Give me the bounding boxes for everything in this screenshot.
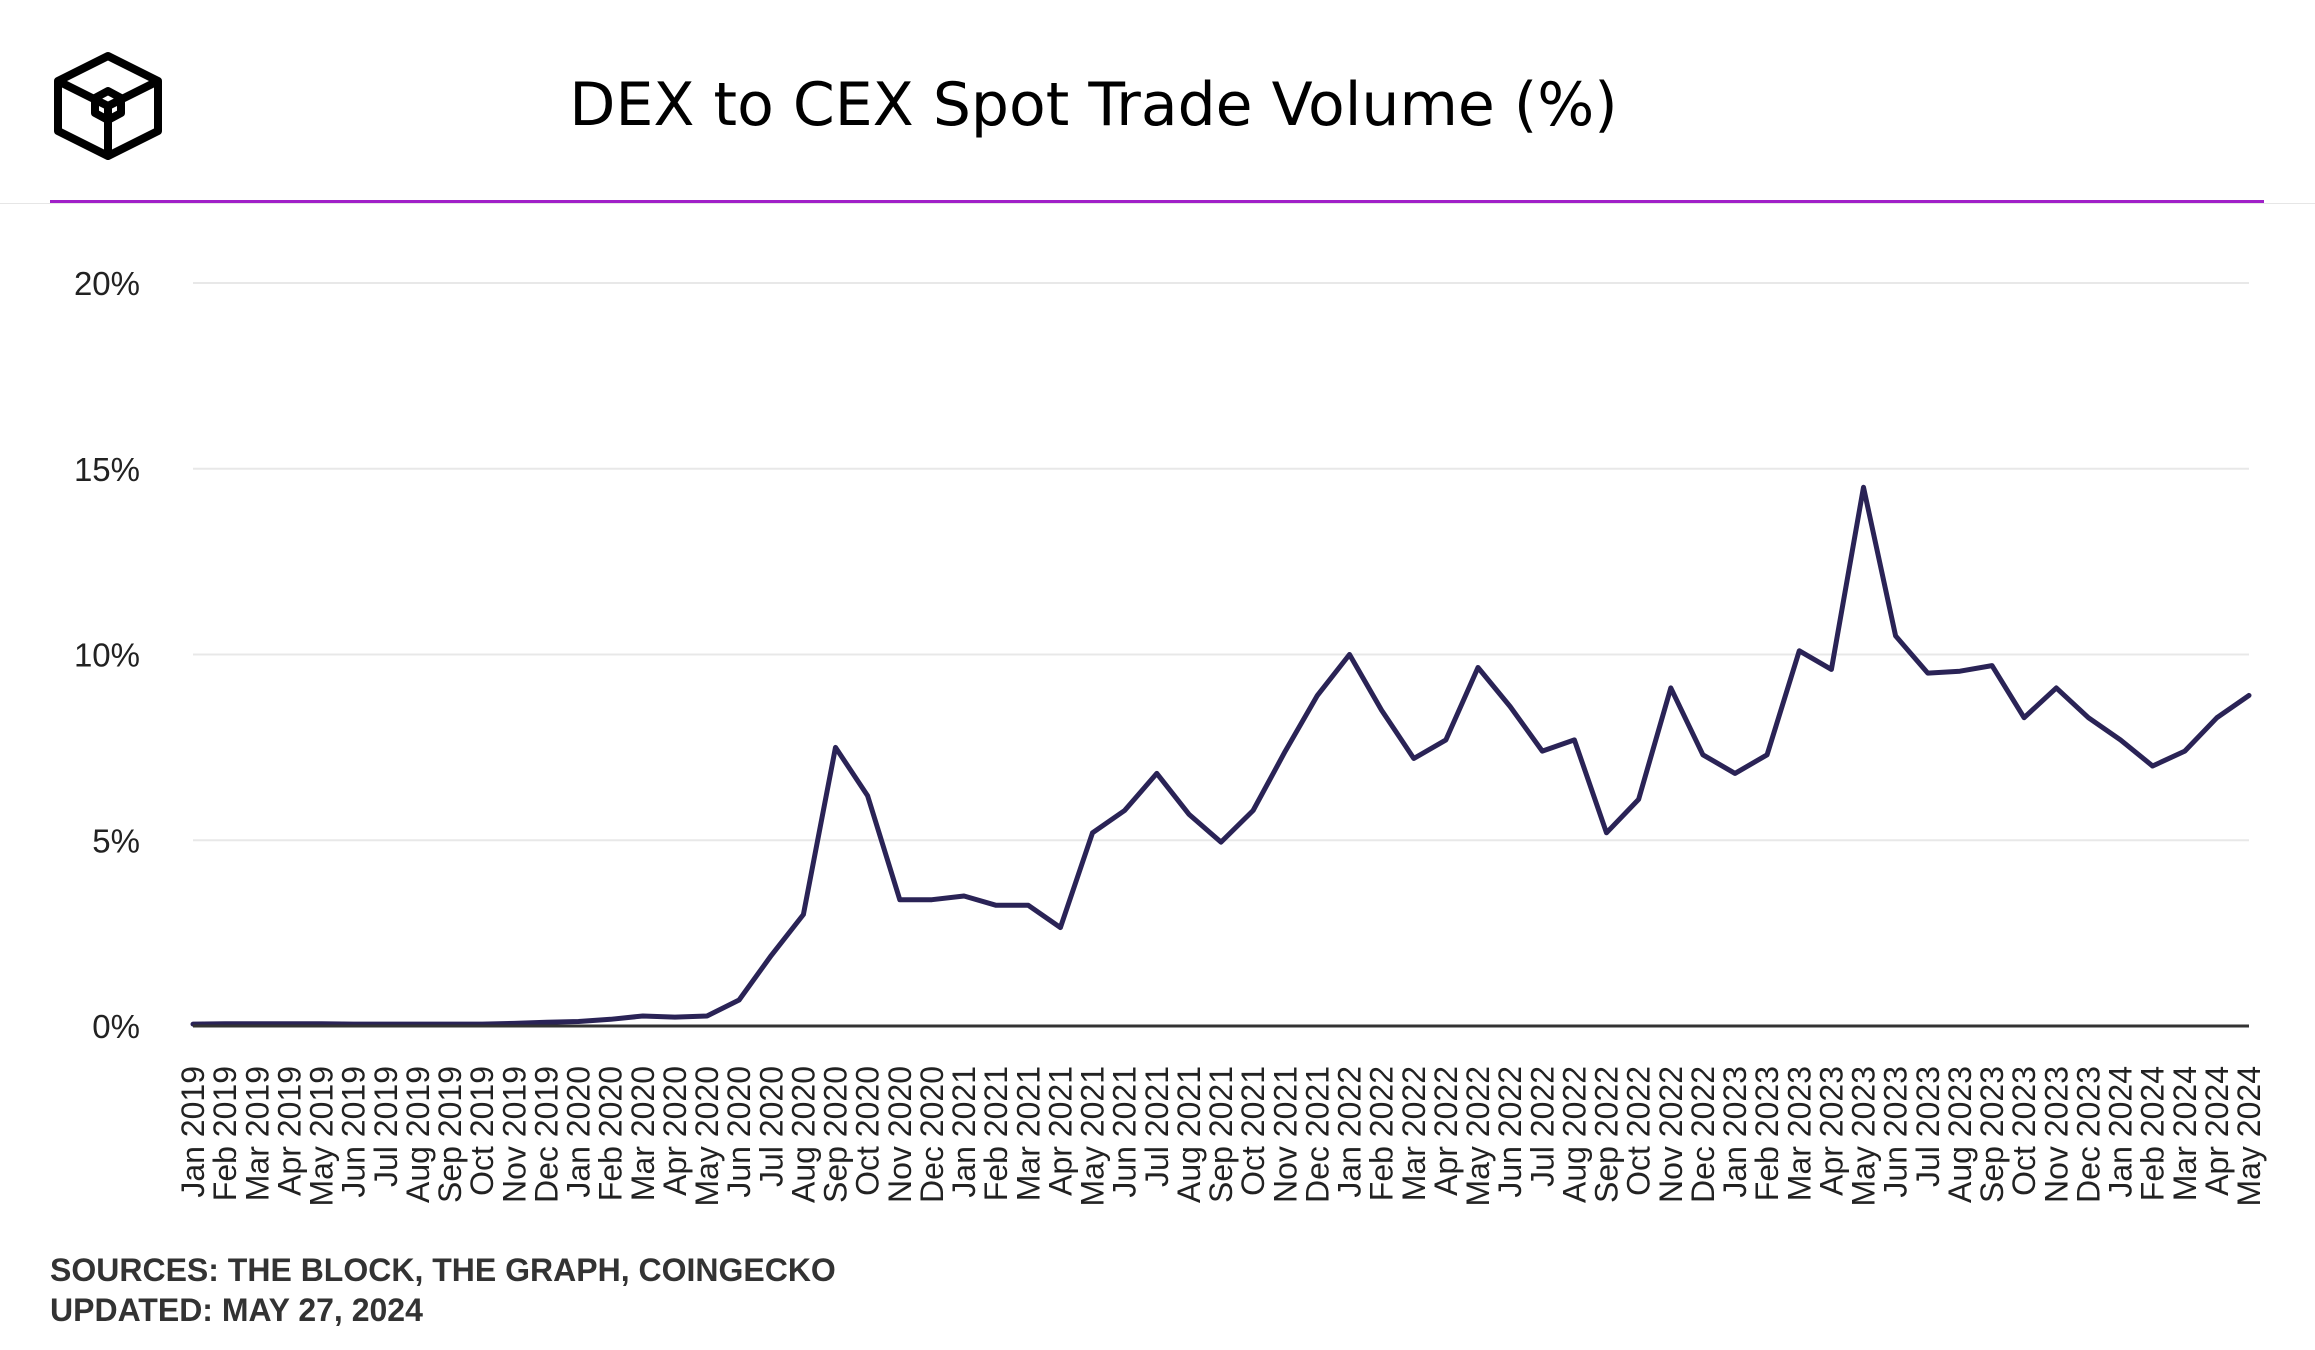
x-tick-label: Apr 2022: [1428, 1066, 1464, 1196]
x-tick-label: Jan 2021: [946, 1066, 982, 1198]
x-tick-label: Feb 2019: [207, 1066, 243, 1201]
x-tick-label: May 2020: [689, 1066, 725, 1207]
x-tick-label: Nov 2022: [1653, 1066, 1689, 1203]
x-tick-label: Nov 2021: [1267, 1066, 1303, 1203]
x-tick-label: Mar 2021: [1010, 1066, 1046, 1201]
accent-divider: [50, 200, 2264, 203]
x-tick-label: May 2019: [304, 1066, 340, 1207]
x-tick-label: Mar 2022: [1396, 1066, 1432, 1201]
x-tick-label: Apr 2023: [1813, 1066, 1849, 1196]
x-tick-label: Apr 2024: [2199, 1066, 2235, 1196]
x-tick-label: Jan 2023: [1717, 1066, 1753, 1198]
x-tick-label: Apr 2020: [657, 1066, 693, 1196]
x-tick-label: Dec 2020: [914, 1066, 950, 1203]
x-tick-label: Dec 2021: [1299, 1066, 1335, 1203]
x-tick-label: Dec 2019: [528, 1066, 564, 1203]
x-tick-label: Apr 2019: [271, 1066, 307, 1196]
x-tick-label: Sep 2019: [432, 1066, 468, 1203]
x-tick-label: Jul 2023: [1910, 1066, 1946, 1187]
x-tick-label: May 2024: [2231, 1066, 2267, 1207]
y-tick-label: 10%: [74, 637, 140, 674]
x-tick-label: Nov 2020: [882, 1066, 918, 1203]
x-tick-label: Dec 2022: [1685, 1066, 1721, 1203]
x-tick-label: Nov 2019: [496, 1066, 532, 1203]
x-tick-label: Jul 2020: [753, 1066, 789, 1187]
x-tick-label: Sep 2020: [818, 1066, 854, 1203]
x-tick-label: Apr 2021: [1042, 1066, 1078, 1196]
x-tick-label: Jul 2021: [1139, 1066, 1175, 1187]
x-tick-label: Oct 2019: [464, 1066, 500, 1196]
x-tick-label: Mar 2019: [239, 1066, 275, 1201]
x-tick-label: Aug 2019: [400, 1066, 436, 1203]
x-tick-label: Oct 2020: [850, 1066, 886, 1196]
x-tick-label: Jun 2020: [721, 1066, 757, 1198]
x-tick-label: Dec 2023: [2070, 1066, 2106, 1203]
x-tick-label: Jan 2022: [1332, 1066, 1368, 1198]
x-tick-label: Nov 2023: [2038, 1066, 2074, 1203]
x-tick-label: May 2021: [1075, 1066, 1111, 1207]
x-tick-label: Jan 2024: [2103, 1066, 2139, 1198]
sources-note: SOURCES: THE BLOCK, THE GRAPH, COINGECKO: [50, 1252, 836, 1288]
x-tick-label: Oct 2023: [2006, 1066, 2042, 1196]
x-tick-label: Mar 2020: [625, 1066, 661, 1201]
x-tick-label: Feb 2024: [2135, 1066, 2171, 1201]
x-tick-label: Mar 2023: [1781, 1066, 1817, 1201]
series-layer: [190, 484, 2252, 1027]
x-tick-label: Jan 2020: [561, 1066, 597, 1198]
header-divider: [0, 203, 2315, 204]
series-line: [190, 484, 2252, 1027]
x-tick-label: Jun 2022: [1492, 1066, 1528, 1198]
x-tick-label: Mar 2024: [2167, 1066, 2203, 1201]
x-tick-label: Aug 2020: [785, 1066, 821, 1203]
x-tick-label: Aug 2022: [1556, 1066, 1592, 1203]
gridlines: [193, 282, 2249, 842]
chart-footer: SOURCES: THE BLOCK, THE GRAPH, COINGECKO…: [50, 1250, 836, 1330]
y-axis-ticks: 0% 5% 10% 15% 20%: [74, 265, 140, 1045]
x-tick-label: Aug 2023: [1942, 1066, 1978, 1203]
updated-note: UPDATED: MAY 27, 2024: [50, 1292, 423, 1328]
chart-title: DEX to CEX Spot Trade Volume (%): [569, 70, 1618, 140]
x-tick-label: Jul 2022: [1524, 1066, 1560, 1187]
x-tick-label: Feb 2023: [1749, 1066, 1785, 1201]
x-tick-label: Jun 2023: [1878, 1066, 1914, 1198]
x-tick-label: Sep 2023: [1974, 1066, 2010, 1203]
x-tick-label: Feb 2020: [593, 1066, 629, 1201]
x-tick-label: May 2023: [1846, 1066, 1882, 1207]
y-tick-label: 0%: [92, 1008, 140, 1045]
x-tick-label: May 2022: [1460, 1066, 1496, 1207]
x-tick-label: Sep 2022: [1589, 1066, 1625, 1203]
x-tick-label: Jun 2019: [336, 1066, 372, 1198]
x-tick-label: Oct 2021: [1235, 1066, 1271, 1196]
x-tick-label: Jul 2019: [368, 1066, 404, 1187]
y-tick-label: 20%: [74, 265, 140, 302]
x-tick-label: Jan 2019: [175, 1066, 211, 1198]
x-tick-label: Aug 2021: [1171, 1066, 1207, 1203]
x-tick-label: Oct 2022: [1621, 1066, 1657, 1196]
y-tick-label: 15%: [74, 451, 140, 488]
x-tick-label: Jun 2021: [1107, 1066, 1143, 1198]
x-tick-label: Feb 2021: [978, 1066, 1014, 1201]
the-block-logo: [54, 52, 162, 160]
x-tick-label: Sep 2021: [1203, 1066, 1239, 1203]
x-tick-label: Feb 2022: [1364, 1066, 1400, 1201]
y-tick-label: 5%: [92, 822, 140, 859]
